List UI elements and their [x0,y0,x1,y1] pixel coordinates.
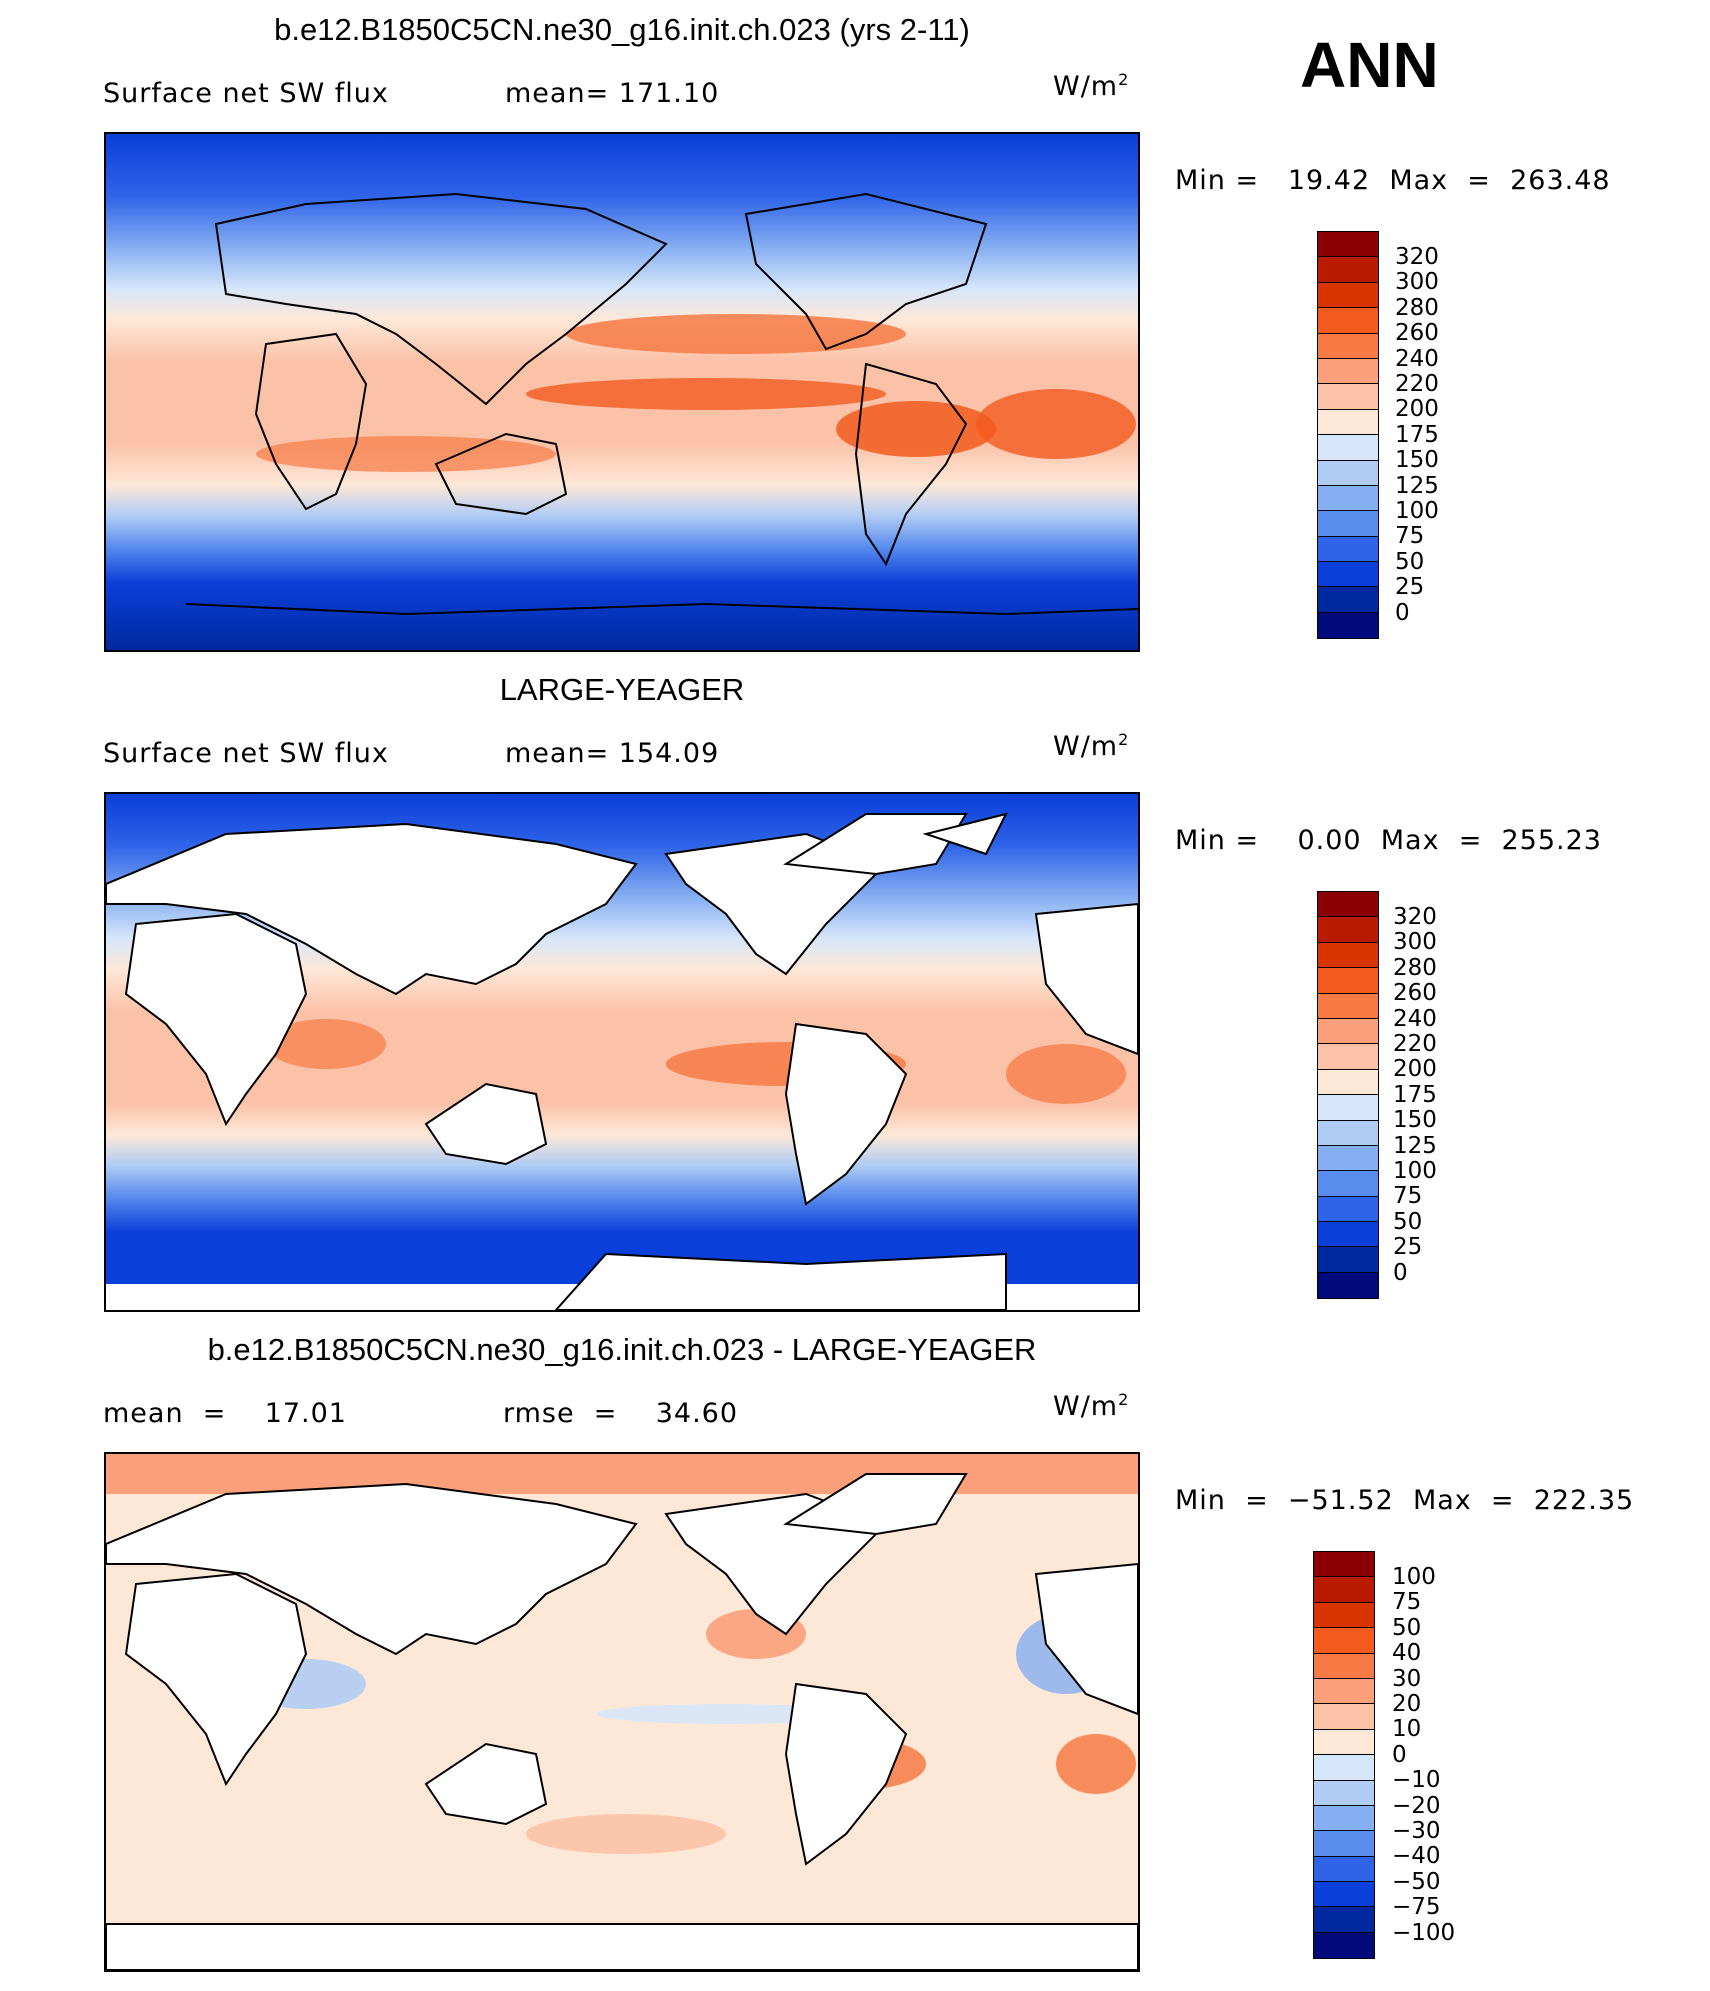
warm-region [526,378,886,410]
tick-label: −10 [1392,1767,1441,1794]
tick-label: 0 [1395,599,1410,626]
tick-label: 150 [1395,447,1439,474]
minmax-label: Min = −51.52 Max = 222.35 [1175,1485,1635,1516]
colorbar-labels: 320 300 280 260 240 220 200 175 150 125 100 75… [1393,904,1437,1286]
tick-label: 125 [1393,1132,1437,1159]
tick-label: 200 [1393,1056,1437,1083]
map-diff [104,1452,1140,1972]
tick-label: 75 [1395,523,1425,550]
colorbar-model [1317,231,1379,640]
warm-region [1056,1734,1136,1794]
mean-label: mean= 171.10 [505,78,720,109]
warm-band [106,1454,1138,1494]
tick-label: 100 [1393,1158,1437,1185]
coastlines [185,192,1138,616]
tick-label: 240 [1393,1005,1437,1032]
colorbar-labels: 320 300 280 260 240 220 200 175 150 125 100 75… [1395,244,1439,626]
warm-region [566,314,906,354]
tick-label: −20 [1392,1792,1441,1819]
tick-label: −50 [1392,1868,1441,1895]
tick-label: 220 [1395,371,1439,398]
tick-label: 260 [1395,320,1439,347]
colorbar-diff [1313,1551,1375,1960]
tick-label: −100 [1392,1919,1456,1946]
tick-label: 25 [1395,574,1425,601]
tick-label: 0 [1393,1259,1408,1286]
units-label: W/m2 [1053,70,1130,102]
variable-label: Surface net SW flux [103,78,389,109]
map-obs [104,792,1140,1312]
tick-label: 320 [1393,904,1437,930]
tick-label: 300 [1395,269,1439,296]
land [106,1473,1138,1970]
mean-label: mean = 17.01 [103,1398,347,1429]
tick-label: −75 [1392,1894,1441,1921]
tick-label: 75 [1393,1183,1423,1210]
tick-label: 100 [1392,1564,1436,1590]
land [106,812,1138,1310]
season-label: ANN [1300,29,1439,101]
colorbar-obs [1317,891,1379,1300]
units-label: W/m2 [1053,730,1130,762]
tick-label: 75 [1392,1589,1422,1616]
panel-title: LARGE-YEAGER [499,672,745,707]
tick-label: −40 [1392,1843,1441,1870]
tick-label: 10 [1392,1716,1422,1743]
tick-label: 50 [1395,548,1425,575]
tick-label: 240 [1395,345,1439,372]
mean-label: mean= 154.09 [505,738,720,769]
tick-label: 100 [1395,498,1439,525]
tick-label: −30 [1392,1818,1441,1845]
tick-label: 320 [1395,244,1439,270]
warm-region [1006,1044,1126,1104]
tick-label: 300 [1393,929,1437,956]
rmse-label: rmse = 34.60 [503,1398,739,1429]
tick-label: 150 [1393,1107,1437,1134]
minmax-label: Min = 19.42 Max = 263.48 [1175,165,1611,196]
tick-label: 30 [1392,1665,1422,1692]
tick-label: 280 [1393,954,1437,981]
units-label: W/m2 [1053,1390,1130,1422]
warm-region [266,1019,386,1069]
warm-region [976,389,1136,459]
tick-label: 200 [1395,396,1439,423]
warm-region [256,436,556,472]
tick-label: 50 [1392,1614,1422,1641]
tick-label: 175 [1395,421,1439,448]
tick-label: 0 [1392,1741,1407,1768]
warm-region [526,1814,726,1854]
tick-label: 40 [1392,1640,1422,1667]
panel-title: b.e12.B1850C5CN.ne30_g16.init.ch.023 - L… [207,1332,1037,1367]
tick-label: 260 [1393,980,1437,1007]
tick-label: 220 [1393,1031,1437,1058]
tick-label: 20 [1392,1691,1422,1718]
minmax-label: Min = 0.00 Max = 255.23 [1175,825,1602,856]
map-model [104,132,1140,652]
tick-label: 50 [1393,1208,1423,1235]
panel-title: b.e12.B1850C5CN.ne30_g16.init.ch.023 (yr… [274,12,970,47]
tick-label: 25 [1393,1234,1423,1261]
colorbar-labels: 100 75 50 40 30 20 10 0 −10 −20 −30 −40 −50 −75… [1392,1564,1456,1946]
tick-label: 125 [1395,472,1439,499]
tick-label: 175 [1393,1081,1437,1108]
tick-label: 280 [1395,294,1439,321]
variable-label: Surface net SW flux [103,738,389,769]
